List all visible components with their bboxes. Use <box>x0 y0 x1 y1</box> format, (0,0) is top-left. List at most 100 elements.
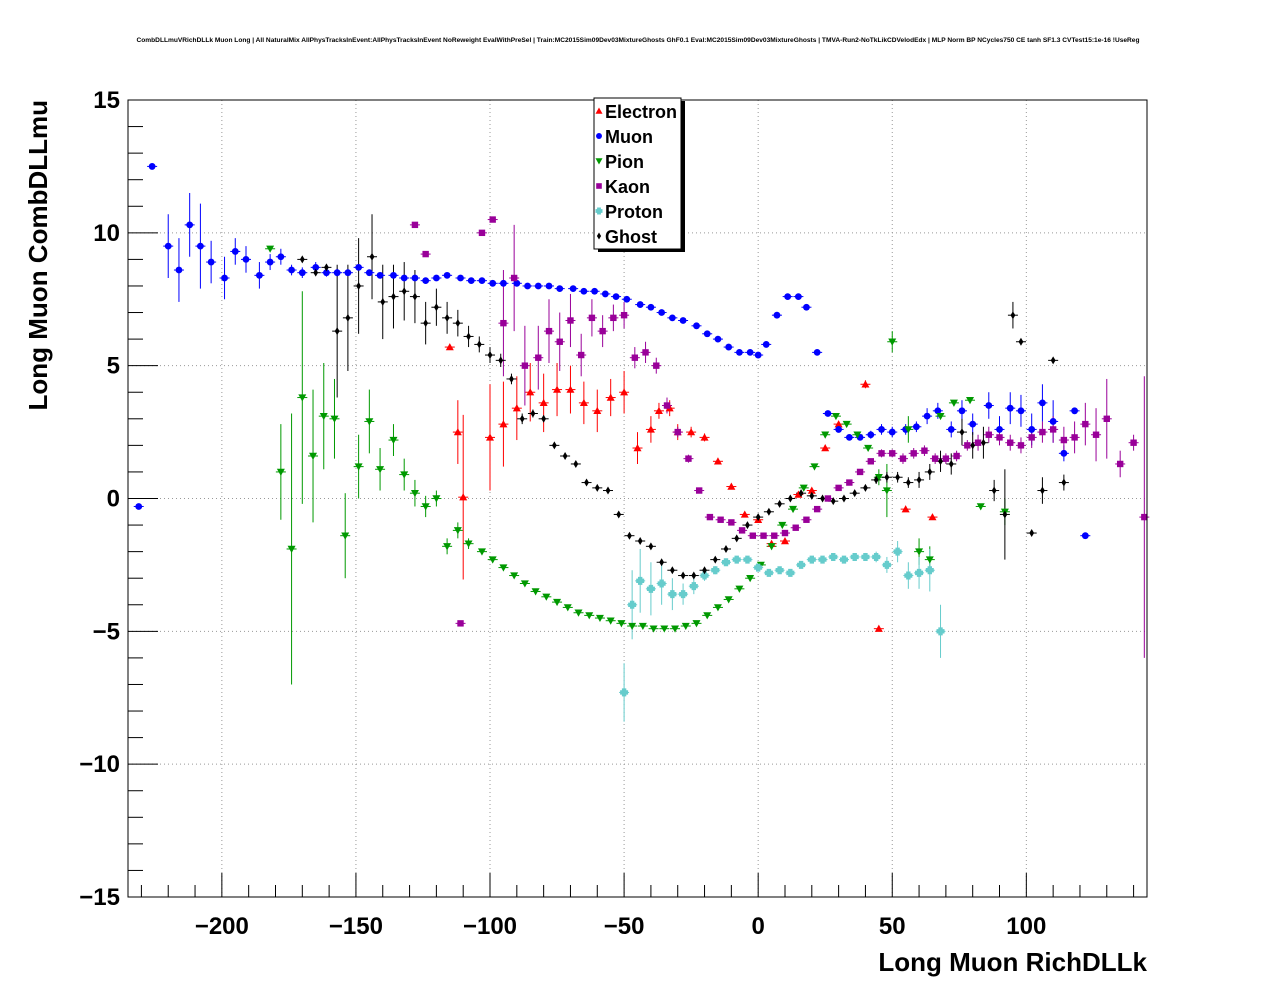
muon-point <box>580 287 588 295</box>
pion-point <box>542 593 551 601</box>
muon-point <box>164 242 172 250</box>
muon-point <box>432 274 440 282</box>
muon-point <box>958 407 966 415</box>
muon-point <box>623 295 631 303</box>
kaon-point <box>500 319 507 327</box>
kaon-point <box>964 442 971 449</box>
kaon-point <box>685 455 692 462</box>
muon-point <box>457 274 464 282</box>
muon-point <box>762 341 770 348</box>
kaon-point <box>674 428 681 436</box>
muon-point <box>569 285 577 293</box>
muon-point <box>923 412 931 420</box>
ghost-point <box>1018 337 1024 346</box>
muon-point <box>242 256 250 263</box>
kaon-point <box>521 362 529 369</box>
proton-point <box>689 582 698 591</box>
proton-point <box>711 566 720 575</box>
axis-ticks <box>128 99 1135 898</box>
muon-point <box>355 263 363 271</box>
ghost-point <box>551 441 557 450</box>
pion-point <box>531 588 540 596</box>
muon-point <box>867 431 875 439</box>
pion-point <box>298 394 307 402</box>
proton-point <box>754 563 763 572</box>
muon-point <box>312 263 320 271</box>
ghost-point <box>938 457 943 466</box>
kaon-point <box>910 450 917 457</box>
ghost-point <box>616 510 622 519</box>
muon-point <box>1071 407 1078 415</box>
proton-point <box>850 552 859 561</box>
electron-point <box>579 398 588 407</box>
proton-point <box>700 571 709 580</box>
proton-point <box>925 566 934 575</box>
electron-point <box>459 493 468 501</box>
kaon-point <box>1082 420 1089 428</box>
muon-point <box>969 420 977 428</box>
proton-point <box>861 552 870 561</box>
muon-point <box>996 426 1003 433</box>
ghost-point <box>873 475 879 484</box>
kaon-point <box>760 532 767 539</box>
ghost-point <box>455 319 461 328</box>
y-tick-label: 5 <box>107 353 120 380</box>
ghost-point <box>369 252 375 261</box>
electron-point <box>633 444 642 452</box>
ghost-point <box>412 292 418 301</box>
x-tick-label: 50 <box>879 913 906 940</box>
kaon-point <box>1092 431 1100 438</box>
pion-point <box>936 412 945 421</box>
x-axis-label: Long Muon RichDLLk <box>878 947 1147 977</box>
ghost-point <box>498 356 504 365</box>
electron-point <box>834 420 843 428</box>
electron-point <box>553 385 562 393</box>
muon-point <box>186 221 194 229</box>
pion-point <box>735 585 744 593</box>
ghost-point <box>981 438 986 447</box>
kaon-point <box>749 532 757 539</box>
electron-point <box>539 398 548 407</box>
muon-point <box>824 410 832 417</box>
ghost-point <box>734 534 740 543</box>
muon-point <box>1081 532 1089 540</box>
muon-point <box>947 426 955 433</box>
ghost-point <box>820 494 825 503</box>
electron-point <box>740 510 749 518</box>
legend-box <box>593 97 682 250</box>
kaon-point <box>974 439 982 446</box>
muon-point <box>845 433 853 441</box>
kaon-point <box>1039 428 1046 436</box>
ghost-point <box>669 566 675 575</box>
muon-point <box>934 407 942 415</box>
pion-point <box>810 463 819 471</box>
kaon-point <box>422 250 429 258</box>
pion-point <box>400 471 409 479</box>
ghost-point <box>702 566 707 575</box>
muon-point <box>803 303 810 311</box>
kaon-point <box>535 354 542 361</box>
muon-point <box>1039 399 1046 407</box>
proton-point <box>764 568 773 577</box>
pion-point <box>976 503 985 511</box>
muon-point <box>422 277 430 285</box>
muon-point <box>1049 418 1057 425</box>
ghost-point <box>916 475 922 484</box>
ghost-point <box>1061 478 1067 487</box>
ghost-point <box>1010 311 1016 320</box>
electron-point <box>874 624 883 632</box>
muon-point <box>288 266 295 274</box>
muon-point <box>794 293 802 300</box>
ghost-point <box>356 281 362 290</box>
kaon-point <box>1071 434 1078 441</box>
pion-point <box>821 431 830 439</box>
electron-point <box>499 420 508 428</box>
kaon-point <box>567 317 574 324</box>
electron-point <box>901 505 910 513</box>
pion-point <box>595 614 604 623</box>
y-tick-label: −5 <box>93 618 120 645</box>
pion-point <box>477 548 486 556</box>
kaon-point <box>695 487 703 494</box>
muon-point <box>443 271 451 279</box>
kaon-point <box>942 455 950 462</box>
